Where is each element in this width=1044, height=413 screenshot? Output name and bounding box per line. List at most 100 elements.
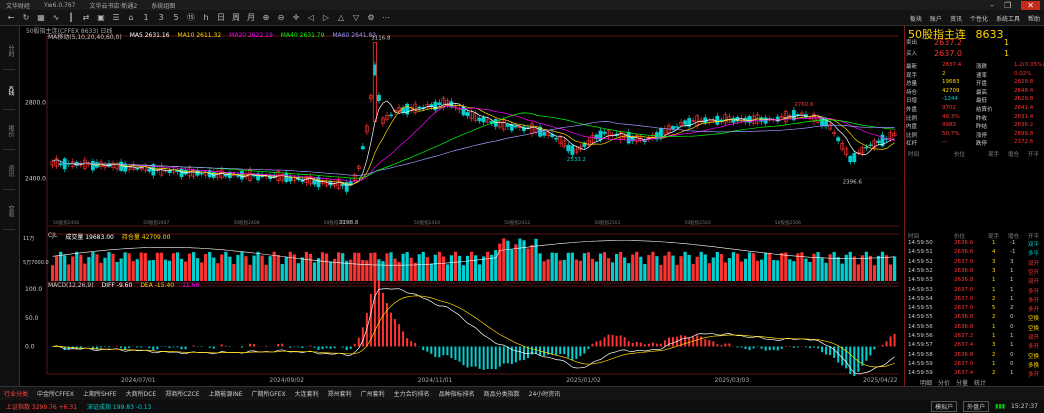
side-tab-1[interactable]: 分时 [3,32,15,70]
market-tab[interactable]: 广期所GFEX [251,391,286,398]
menu-help[interactable]: 帮助 [1027,15,1040,23]
tick-cell: 14:59:53 [908,277,933,284]
volume-bar [55,255,59,281]
market-tab[interactable]: 主力合约排名 [393,391,430,398]
volume-bar [83,263,87,281]
down-icon[interactable]: ▽ [352,13,360,22]
candle-body [147,168,152,172]
tick-cell: 14:59:52 [908,258,933,265]
quote-row: 比例 49.3% 昨收 2631.4 [904,114,1044,122]
zoom-in-icon[interactable]: ⊕ [262,13,270,22]
period-5-icon[interactable]: 5 [173,13,179,22]
back-icon[interactable]: ← [7,13,15,22]
settings-icon[interactable]: ⚙ [367,13,375,22]
candle-icon[interactable]: ┃ [68,13,74,22]
zoom-out-icon[interactable]: ⊖ [277,13,285,22]
side-tab-5[interactable]: 交易 [3,192,15,230]
volume-bar [615,253,619,281]
grid-icon[interactable]: ▦ [37,13,45,22]
volume-bar [192,252,196,281]
quote-box: 卖出 2637.2 1 买入 2637.0 1 最新 2637.4 涨跌 1.2(0.05%) 现手… [904,38,1044,158]
close-icon[interactable]: ✕ [1021,0,1040,10]
crosshair-icon[interactable]: ✛ [292,13,300,22]
menu-personal[interactable]: 个性化 [969,15,988,23]
tab-detail[interactable]: 明细 [920,380,933,387]
minimize-icon[interactable]: – [990,0,995,10]
sim-account-button[interactable]: 模拟户 [931,401,958,412]
more-icon[interactable]: ⋯ [382,13,390,22]
market-tab[interactable]: 郑州套利 [327,391,352,398]
left-icon[interactable]: ◁ [307,13,315,22]
macd-chart [52,276,896,376]
market-tab[interactable]: 上期所SHFE [83,391,117,398]
tick-row: 14:59:58 2636.8 2 0 空换 [904,352,1044,360]
market-tab[interactable]: 广州套利 [360,391,385,398]
period-day-icon[interactable]: 日 [217,13,225,22]
volume-bar [735,253,740,281]
period-15-icon[interactable]: ⑮ [187,13,195,22]
period-hour-icon[interactable]: h [203,13,209,22]
side-tab-3[interactable]: 报价 [3,112,15,150]
menu-news[interactable]: 资讯 [949,15,962,23]
side-tab-2[interactable]: K线 [3,72,15,110]
market-tab[interactable]: 大连套利 [294,391,319,398]
period-week-icon[interactable]: 周 [232,13,240,22]
market-tab[interactable]: 品种指标排名 [438,391,475,398]
restore-icon[interactable]: ❐ [1004,0,1012,10]
candle-body [606,130,611,137]
period-month-icon[interactable]: 月 [247,13,255,22]
volume-bar [824,262,828,281]
volume-bar [659,264,663,281]
candle-body [441,97,446,108]
tab-price[interactable]: 分价 [938,380,951,387]
market-tab[interactable]: 行业分类 [4,391,29,398]
market-tab[interactable]: 24小时资讯 [528,391,561,398]
market-tab[interactable]: 商品分类指数 [483,391,520,398]
tick-cell: 2637.0 [954,295,974,302]
volume-bar [292,254,296,281]
title-menu-2[interactable]: 系统组图 [151,2,176,10]
candle-body [880,134,885,147]
home-icon[interactable]: ⌂ [128,13,134,22]
volume-bar [183,261,188,281]
kline-chart[interactable]: 2800.0 2400.0 3116.8 2198.8 2533.2 2760.6 2396… [21,26,903,386]
foreign-account-button[interactable]: 外盘户 [963,401,990,412]
refresh-icon[interactable]: ↻ [22,13,30,22]
macd-label[interactable]: MACD(12,26,9) [48,282,94,289]
ma-label[interactable]: MA移动(5,10,20,40,60,0) [48,34,122,41]
volume-bar [598,253,603,281]
tab-volume[interactable]: 分量 [956,380,969,387]
menu-account[interactable]: 账户 [929,15,942,23]
tab-stats[interactable]: 统计 [974,380,987,387]
period-label[interactable]: 日线 [100,28,113,35]
line-chart-icon[interactable]: ∿ [52,13,60,22]
market-tab[interactable]: 大商所DCE [125,391,157,398]
contract-label: 50股指2501 [594,219,620,226]
period-1-icon[interactable]: 1 [143,13,149,22]
macd-value: 11.60 [182,282,200,289]
date-axis-label: 2024/11/01 [418,377,453,384]
market-tab[interactable]: 中金所CFFEX [37,391,75,398]
market-tab[interactable]: 上期能源INE [208,391,243,398]
volume-bar [570,252,574,281]
volume-bar [361,259,365,281]
window-icon[interactable]: ▣ [97,13,105,22]
volume-bar [288,251,292,281]
tick-cell: 1 [992,286,996,293]
title-menu-1[interactable]: 文华云书店·新通2 [89,2,138,10]
period-3-icon[interactable]: 3 [158,13,164,22]
list-icon[interactable]: ☰ [112,13,120,22]
right-icon[interactable]: ▷ [322,13,330,22]
side-tab-4[interactable]: 资讯 [3,152,15,190]
menu-tools[interactable]: 系统工具 [995,15,1020,23]
volume-bar [780,252,784,281]
tick-cell: 双平 [1028,242,1040,248]
volume-bar [602,252,607,281]
market-tab[interactable]: 郑商所CZCE [165,391,200,398]
volume-bar [631,254,635,281]
up-icon[interactable]: △ [337,13,345,22]
menu-board[interactable]: 板块 [909,15,922,23]
vol-label[interactable]: CJL [48,232,58,239]
compare-icon[interactable]: ⇄ [82,13,90,22]
volume-bar [373,252,377,281]
